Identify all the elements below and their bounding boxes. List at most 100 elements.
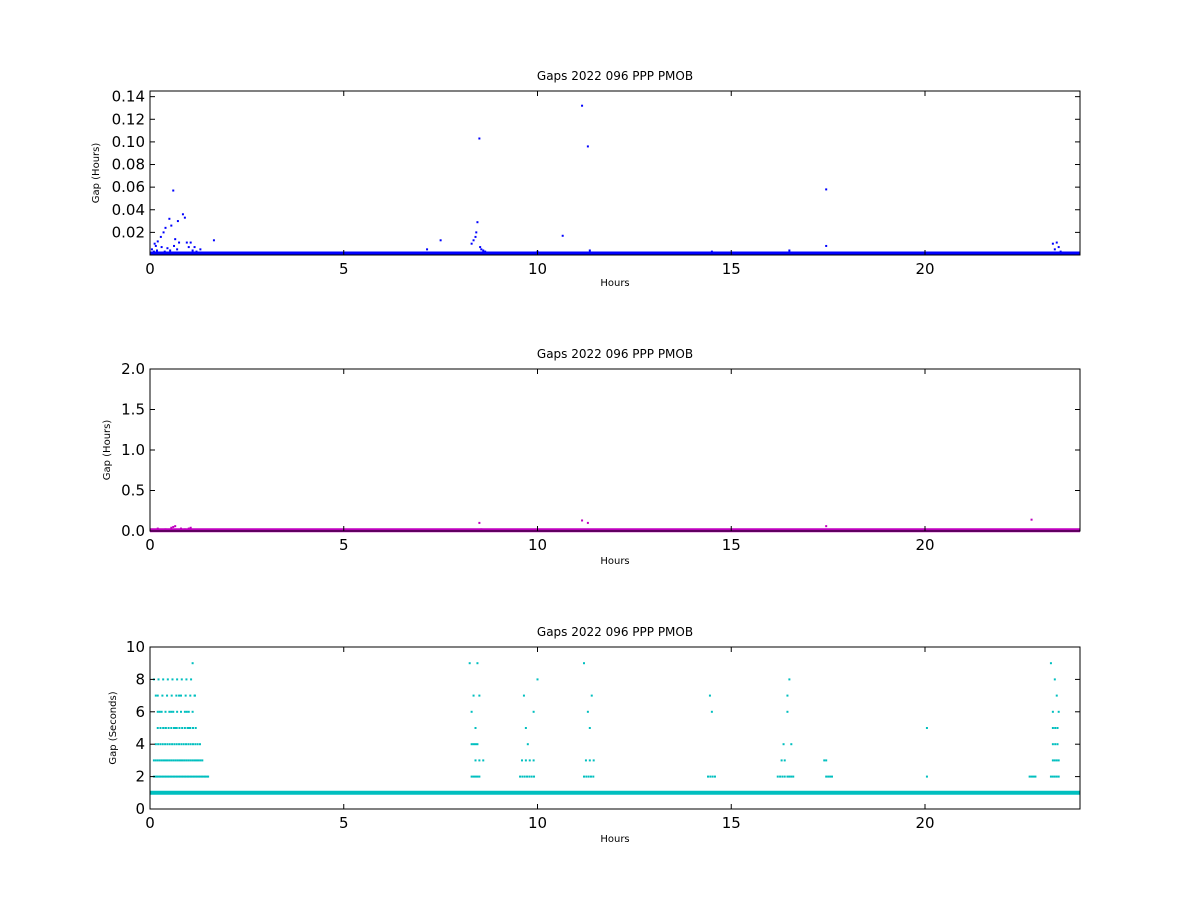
data-point	[1057, 246, 1060, 249]
axes-frame	[149, 646, 1081, 810]
y-tick-label: 8	[135, 670, 145, 688]
data-point	[788, 775, 791, 778]
data-point	[475, 231, 478, 234]
chart-title: Gaps 2022 096 PPP PMOB	[537, 347, 693, 361]
y-tick-label: 1.5	[121, 401, 145, 419]
data-point	[831, 775, 833, 778]
data-point	[585, 775, 588, 778]
data-point	[707, 775, 709, 778]
data-point	[201, 759, 204, 762]
data-point	[192, 743, 195, 746]
chart-panel-hours-middle: 0 5 10 15 20 0.0 0.5 1.0 1.5 2.0 Gaps 2022 096 PP…	[102, 347, 1081, 567]
data-point	[171, 678, 174, 681]
y-tick-label: 10	[126, 638, 145, 656]
data-point	[1051, 710, 1054, 713]
x-axis-label: Hours	[600, 278, 629, 289]
data-point	[188, 775, 191, 778]
data-point	[1055, 775, 1058, 778]
data-point	[532, 759, 535, 762]
data-point	[166, 743, 169, 746]
data-point	[779, 775, 782, 778]
data-point	[166, 775, 169, 778]
data-point	[168, 775, 171, 778]
data-point	[174, 238, 177, 241]
data-point	[790, 251, 793, 254]
data-point	[202, 775, 205, 778]
data-point	[193, 775, 196, 778]
data-point	[189, 694, 192, 697]
y-tick-label: 0.14	[112, 88, 145, 106]
data-point	[199, 248, 202, 251]
data-point	[474, 743, 477, 746]
data-point	[164, 727, 167, 729]
data-point	[185, 678, 188, 681]
data-point	[166, 694, 169, 697]
data-point	[154, 775, 157, 778]
data-point	[709, 775, 712, 778]
data-point	[176, 248, 179, 251]
data-point	[586, 145, 589, 148]
data-point	[472, 775, 475, 778]
data-point	[1059, 250, 1062, 253]
data-point	[788, 249, 791, 252]
data-point	[164, 759, 167, 762]
axes-frame	[149, 368, 1081, 532]
y-tick-label: 6	[135, 703, 145, 721]
x-tick-label: 0	[145, 536, 155, 554]
data-point	[212, 239, 215, 242]
data-point	[176, 710, 179, 713]
data-point	[829, 775, 832, 778]
data-point	[589, 775, 592, 778]
data-point	[189, 743, 192, 746]
x-tick-label: 0	[145, 814, 155, 832]
data-point	[170, 224, 173, 227]
data-point	[166, 247, 169, 250]
data-point	[187, 759, 190, 762]
data-point	[155, 249, 158, 252]
data-point	[184, 694, 187, 697]
y-tick-label: 0.5	[121, 482, 145, 500]
data-point	[476, 221, 479, 224]
data-point	[1057, 710, 1060, 713]
data-point	[183, 759, 186, 762]
data-point	[168, 743, 171, 746]
data-point	[526, 743, 529, 746]
y-tick-label: 0.12	[112, 110, 145, 128]
data-point	[480, 528, 483, 531]
data-point	[181, 727, 184, 729]
x-tick-label: 5	[339, 536, 349, 554]
data-point	[175, 727, 178, 729]
data-point	[170, 759, 173, 762]
data-point	[162, 775, 165, 778]
data-point	[154, 743, 157, 746]
data-point	[207, 775, 210, 778]
data-point	[187, 246, 190, 249]
data-point	[183, 216, 186, 219]
data-point	[173, 743, 176, 746]
data-point	[169, 249, 172, 252]
data-point	[478, 137, 481, 140]
data-point	[533, 775, 536, 778]
data-point	[561, 234, 564, 237]
data-point	[200, 775, 203, 778]
data-point	[180, 678, 183, 681]
x-tick-label: 20	[915, 536, 934, 554]
data-point	[786, 694, 789, 697]
data-point	[197, 775, 200, 778]
data-point	[592, 759, 595, 762]
data-point	[592, 775, 595, 778]
data-point	[484, 250, 487, 253]
data-point	[183, 727, 186, 729]
data-point	[708, 694, 711, 697]
data-point	[196, 743, 199, 746]
data-point	[590, 694, 593, 697]
data-point	[788, 678, 791, 681]
data-point	[439, 239, 442, 242]
data-point	[194, 727, 197, 729]
data-point	[187, 527, 190, 530]
data-point	[176, 220, 179, 223]
data-point	[524, 727, 527, 729]
y-tick-label: 0.0	[121, 522, 145, 540]
y-tick-label: 0.08	[112, 156, 145, 174]
data-point	[195, 759, 198, 762]
